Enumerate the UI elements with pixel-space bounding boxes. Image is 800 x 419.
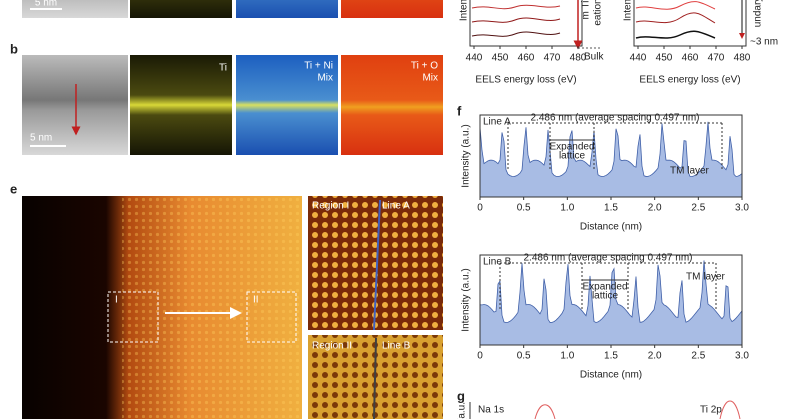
x-tick-label: 470 bbox=[708, 53, 725, 64]
region-label: Region I bbox=[312, 201, 349, 212]
x-tick-label: 3.0 bbox=[735, 351, 749, 362]
x-tick-label: 1.0 bbox=[560, 351, 574, 362]
panel-label: g bbox=[457, 388, 465, 403]
map-label: Ti + Ni bbox=[304, 61, 333, 72]
annotation: TM layer bbox=[686, 272, 726, 283]
image bbox=[22, 55, 128, 155]
axis-label: Distance (nm) bbox=[580, 222, 642, 233]
annotation: Expanded bbox=[582, 282, 627, 293]
image bbox=[130, 55, 232, 155]
panel-label: f bbox=[457, 103, 462, 118]
x-tick-label: 1.5 bbox=[604, 351, 618, 362]
x-tick-label: 0.5 bbox=[517, 203, 531, 214]
annotation: lattice bbox=[559, 151, 586, 162]
axis-label: EELS energy loss (eV) bbox=[475, 75, 576, 86]
annotation: TM layer bbox=[670, 166, 710, 177]
x-tick-label: 480 bbox=[570, 53, 587, 64]
scale-label: 5 nm bbox=[30, 133, 52, 144]
profile bbox=[479, 260, 743, 346]
panel-label: b bbox=[10, 41, 18, 56]
x-tick-label: 1.5 bbox=[604, 203, 618, 214]
map-label: Mix bbox=[317, 73, 333, 84]
x-tick-label: 0 bbox=[477, 203, 483, 214]
x-tick-label: 460 bbox=[682, 53, 699, 64]
annotation: lattice bbox=[592, 291, 619, 302]
line-label: Line B bbox=[382, 341, 411, 352]
line-profile bbox=[373, 337, 377, 419]
axis-label: Intensity (a.u.) bbox=[461, 124, 472, 187]
annotation: eation bbox=[593, 0, 604, 26]
x-tick-label: 440 bbox=[466, 53, 483, 64]
axis-label: Inten bbox=[459, 0, 470, 21]
x-tick-label: 440 bbox=[630, 53, 647, 64]
axis-label: (a.u. bbox=[457, 402, 468, 419]
image bbox=[130, 0, 232, 18]
spectrum bbox=[534, 404, 556, 419]
x-tick-label: 480 bbox=[734, 53, 751, 64]
scale-label: 5 nm bbox=[35, 0, 57, 9]
x-tick-label: 450 bbox=[656, 53, 673, 64]
map-label: Mix bbox=[422, 73, 438, 84]
region-box bbox=[107, 291, 159, 343]
box-label: II bbox=[253, 295, 259, 306]
peak-label: Ti 2p bbox=[700, 405, 722, 416]
x-tick-label: 2.5 bbox=[691, 351, 705, 362]
annotation: m Ti bbox=[581, 1, 592, 20]
line-label: Line A bbox=[382, 201, 410, 212]
lattice bbox=[122, 196, 302, 419]
box-label: I bbox=[115, 295, 118, 306]
axis-label: Inten bbox=[623, 0, 634, 21]
eels-plot: Inten undary ~3 nm 440 450 460 470 480 EELS … bbox=[623, 0, 778, 86]
x-tick-label: 470 bbox=[544, 53, 561, 64]
axis-label: Intensity (a.u.) bbox=[461, 268, 472, 331]
x-tick-label: 450 bbox=[492, 53, 509, 64]
region-box bbox=[246, 291, 297, 343]
line-label: Line B bbox=[483, 257, 512, 268]
image bbox=[341, 0, 443, 18]
line-label: Line A bbox=[483, 117, 511, 128]
x-tick-label: 0 bbox=[477, 351, 483, 362]
x-tick-label: 2.5 bbox=[691, 203, 705, 214]
image bbox=[341, 55, 443, 155]
axis-label: Distance (nm) bbox=[580, 370, 642, 381]
x-tick-label: 1.0 bbox=[560, 203, 574, 214]
annotation: 2.486 nm (average spacing 0.497 nm) bbox=[531, 113, 700, 124]
profile bbox=[479, 121, 743, 198]
spectrum bbox=[719, 400, 741, 419]
panel-label: e bbox=[10, 181, 17, 196]
map-label: Ti bbox=[219, 63, 227, 74]
image bbox=[236, 55, 338, 155]
image bbox=[22, 0, 128, 18]
x-tick-label: 2.0 bbox=[648, 351, 662, 362]
annotation: ~3 nm bbox=[750, 37, 778, 48]
x-tick-label: 2.0 bbox=[648, 203, 662, 214]
image bbox=[236, 0, 338, 18]
line-profile bbox=[373, 199, 381, 331]
annotation: Bulk bbox=[584, 52, 604, 63]
x-tick-label: 0.5 bbox=[517, 351, 531, 362]
region-label: Region II bbox=[312, 341, 352, 352]
map-label: Ti + O bbox=[411, 61, 438, 72]
x-tick-label: 460 bbox=[518, 53, 535, 64]
annotation: Expanded bbox=[549, 142, 594, 153]
x-tick-label: 3.0 bbox=[735, 203, 749, 214]
peak-label: Na 1s bbox=[478, 405, 504, 416]
annotation: undary bbox=[753, 0, 764, 27]
annotation: 2.486 nm (average spacing 0.497 nm) bbox=[524, 253, 693, 264]
axis-label: EELS energy loss (eV) bbox=[639, 75, 740, 86]
eels-plot: Inten m Ti eation Bulk 440 450 460 470 480 E… bbox=[459, 0, 604, 86]
